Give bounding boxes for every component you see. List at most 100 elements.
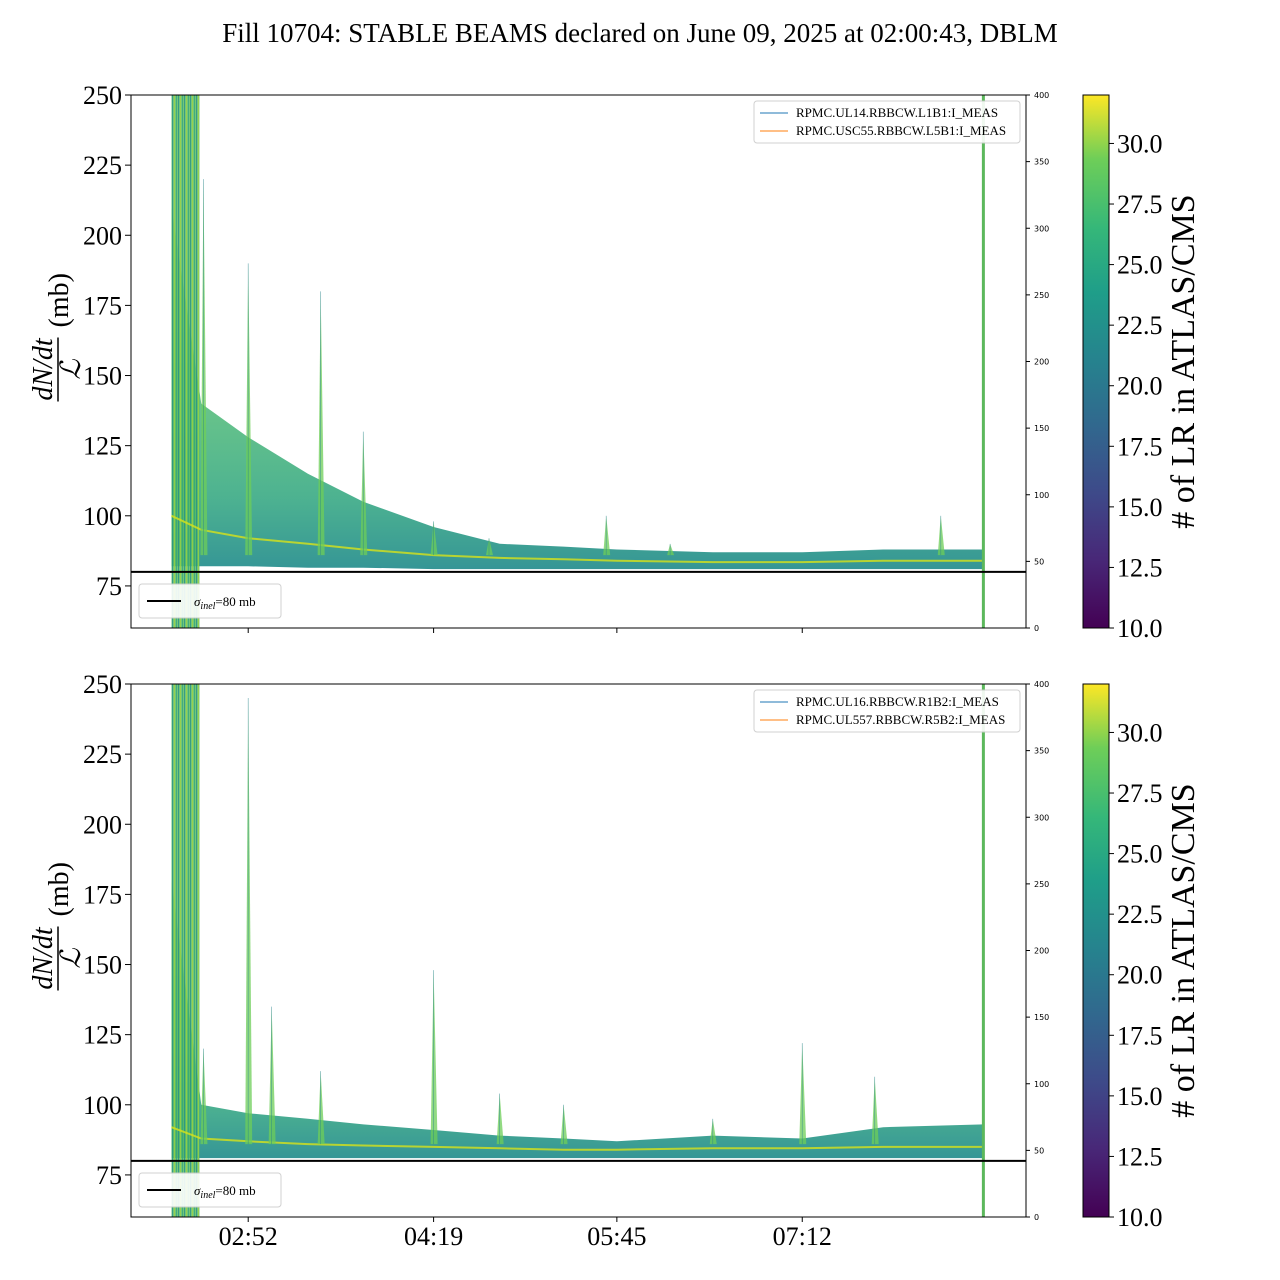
series-spike <box>871 1076 879 1145</box>
y2tick-label: 200 <box>1034 947 1049 956</box>
series-spike <box>603 515 611 556</box>
y2tick-label: 150 <box>1034 1013 1049 1022</box>
legend-label: RPMC.UL557.RBBCW.R5B2:I_MEAS <box>796 712 1005 727</box>
colorbar-label: # of LR in ATLAS/CMS <box>1165 783 1202 1117</box>
series-spike <box>200 179 208 556</box>
colorbar-tick-label: 17.5 <box>1117 1021 1163 1050</box>
sigma-legend-label: σinel=80 mb <box>194 594 256 612</box>
y2tick-label: 50 <box>1034 557 1044 566</box>
legend-label: RPMC.UL14.RBBCW.L1B1:I_MEAS <box>796 105 998 120</box>
panel-bottom: 75 100 125 150 175 200 225 250 0 50 100 150 200 250 30… <box>28 670 1202 1251</box>
y2tick-label: 200 <box>1034 358 1049 367</box>
ytick-label: 175 <box>83 291 122 320</box>
colorbar-tick-label: 12.5 <box>1117 1142 1163 1171</box>
legend-label: RPMC.UL16.RBBCW.R1B2:I_MEAS <box>796 694 999 709</box>
ytick-label: 225 <box>83 151 122 180</box>
colorbar-tick-label: 15.0 <box>1117 1082 1163 1111</box>
y2tick-label: 0 <box>1034 624 1039 633</box>
series-spike <box>486 538 493 556</box>
series-spike <box>667 543 675 556</box>
series-spike <box>200 1048 208 1145</box>
series-spike <box>709 1118 717 1145</box>
y2tick-label: 100 <box>1034 1080 1049 1089</box>
chart-title: Fill 10704: STABLE BEAMS declared on Jun… <box>222 18 1058 48</box>
ytick-label: 75 <box>96 572 122 601</box>
series-spike <box>937 515 945 556</box>
series-spike <box>245 263 253 556</box>
colorbar-tick-label: 10.0 <box>1117 614 1163 643</box>
series-spike <box>360 431 368 556</box>
sigma-legend-label: σinel=80 mb <box>194 1183 256 1201</box>
ytick-label: 75 <box>96 1161 122 1190</box>
colorbar-tick-label: 25.0 <box>1117 840 1163 869</box>
ytick-label: 100 <box>83 1091 122 1120</box>
ylabel-unit: (mb) <box>44 273 75 327</box>
y2tick-label: 400 <box>1034 91 1049 100</box>
colorbar-tick-label: 22.5 <box>1117 900 1163 929</box>
series-spike <box>430 521 438 556</box>
xtick-label: 07:12 <box>773 1222 832 1251</box>
plot-area <box>131 684 1026 1217</box>
panel-top: 75 100 125 150 175 200 225 250 0 50 100 150 200 250 30… <box>28 81 1202 643</box>
colorbar-tick-label: 20.0 <box>1117 372 1163 401</box>
y2tick-label: 300 <box>1034 224 1049 233</box>
ytick-label: 100 <box>83 502 122 531</box>
ytick-label: 125 <box>83 432 122 461</box>
ytick-label: 150 <box>83 951 122 980</box>
y2tick-label: 300 <box>1034 813 1049 822</box>
ytick-label: 225 <box>83 740 122 769</box>
legend-label: RPMC.USC55.RBBCW.L5B1:I_MEAS <box>796 123 1006 138</box>
ylabel-numerator: dN/dt <box>28 337 59 400</box>
ylabel-denominator: ℒ <box>56 359 87 380</box>
y2tick-label: 350 <box>1034 158 1049 167</box>
legend-box <box>753 100 1021 144</box>
colorbar-tick-label: 30.0 <box>1117 129 1163 158</box>
y-axis-label: dN/dtℒ (mb) <box>28 273 87 402</box>
ytick-label: 175 <box>83 880 122 909</box>
y2tick-label: 0 <box>1034 1213 1039 1222</box>
series-spike <box>496 1093 504 1145</box>
series-spike <box>317 291 325 556</box>
ytick-label: 200 <box>83 810 122 839</box>
ytick-label: 150 <box>83 362 122 391</box>
y-axis-label: dN/dtℒ (mb) <box>28 862 87 991</box>
y2tick-label: 250 <box>1034 291 1049 300</box>
xtick-label: 05:45 <box>587 1222 646 1251</box>
plot-area <box>131 95 1026 628</box>
colorbar-tick-label: 12.5 <box>1117 553 1163 582</box>
series-band <box>171 207 984 570</box>
colorbar-tick-label: 25.0 <box>1117 251 1163 280</box>
legend-box <box>753 689 1021 733</box>
colorbar-tick-label: 27.5 <box>1117 779 1163 808</box>
colorbar <box>1082 94 1110 629</box>
colorbar-tick-label: 20.0 <box>1117 961 1163 990</box>
series-initial-burst <box>171 95 200 628</box>
series-spike <box>560 1104 568 1145</box>
series-spike <box>430 970 438 1145</box>
series-spike <box>317 1071 325 1145</box>
ylabel-numerator: dN/dt <box>28 926 59 989</box>
ylabel-denominator: ℒ <box>56 948 87 969</box>
ytick-label: 250 <box>83 670 122 699</box>
xtick-label: 02:52 <box>219 1222 278 1251</box>
sigma-legend-box <box>138 583 282 619</box>
series-spike <box>799 1043 807 1145</box>
colorbar-tick-label: 27.5 <box>1117 190 1163 219</box>
colorbar <box>1082 683 1110 1218</box>
colorbar-tick-label: 15.0 <box>1117 493 1163 522</box>
colorbar-label: # of LR in ATLAS/CMS <box>1165 194 1202 528</box>
colorbar-tick-label: 10.0 <box>1117 1203 1163 1232</box>
y2tick-label: 400 <box>1034 680 1049 689</box>
y2tick-label: 50 <box>1034 1146 1044 1155</box>
sigma-legend-box <box>138 1172 282 1208</box>
colorbar-tick-label: 17.5 <box>1117 432 1163 461</box>
colorbar-tick-label: 22.5 <box>1117 311 1163 340</box>
y2tick-label: 100 <box>1034 491 1049 500</box>
y2tick-label: 350 <box>1034 747 1049 756</box>
ylabel-unit: (mb) <box>44 862 75 916</box>
y2tick-label: 150 <box>1034 424 1049 433</box>
y2tick-label: 250 <box>1034 880 1049 889</box>
xtick-label: 04:19 <box>404 1222 463 1251</box>
colorbar-tick-label: 30.0 <box>1117 718 1163 747</box>
